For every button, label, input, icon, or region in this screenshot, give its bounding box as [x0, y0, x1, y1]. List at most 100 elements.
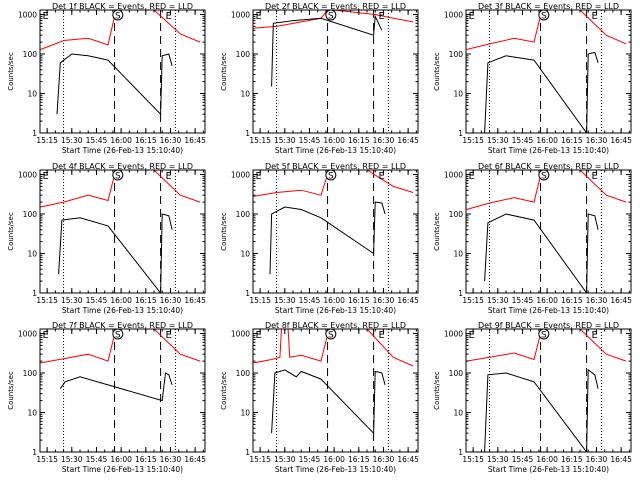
marker-e-left: E	[256, 171, 262, 182]
x-tick-label: 16:15	[348, 296, 370, 305]
y-tick-label: 10	[453, 409, 463, 418]
plot-frame	[252, 169, 419, 294]
chart-panel: 15:15 15:30 15:45 16:00 16:15 16:30 16:45 1 10 10…	[7, 321, 206, 474]
marker-e-right: E	[166, 171, 172, 182]
x-tick-label: 16:00	[110, 455, 132, 464]
x-tick-label: 16:30	[586, 296, 608, 305]
y-tick-label: 1000	[444, 171, 463, 180]
y-tick-label: 10	[240, 409, 250, 418]
chart-panel: 15:15 15:30 15:45 16:00 16:15 16:30 16:45 1 10 10…	[7, 2, 206, 155]
x-tick-label: 16:45	[397, 296, 419, 305]
x-tick-label: 16:15	[135, 136, 157, 145]
y-axis-label: Counts/sec	[7, 212, 15, 251]
marker-s-circle	[112, 328, 124, 340]
chart-title: Det 8f BLACK = Events, RED = LLD	[265, 321, 406, 330]
plot-frame	[252, 328, 419, 453]
series-line	[269, 201, 386, 275]
marker-e-right: E	[592, 330, 598, 341]
chart-title: Det 4f BLACK = Events, RED = LLD	[52, 162, 193, 171]
x-tick-label: 16:30	[373, 455, 395, 464]
chart-title: Det 7f BLACK = Events, RED = LLD	[52, 321, 193, 330]
x-tick-label: 15:15	[462, 136, 484, 145]
y-axis-label: Counts/sec	[220, 371, 228, 410]
marker-s-circle	[112, 9, 124, 21]
y-tick-label: 1	[32, 129, 37, 138]
marker-e-right: E	[592, 11, 598, 22]
x-tick-label: 15:45	[512, 136, 534, 145]
marker-e-left: E	[256, 330, 262, 341]
y-tick-label: 1000	[18, 171, 37, 180]
y-tick-label: 10	[240, 90, 250, 99]
chart-title: Det 9f BLACK = Events, RED = LLD	[478, 321, 619, 330]
x-tick-label: 16:45	[184, 136, 206, 145]
marker-s-circle	[538, 9, 550, 21]
series-line	[59, 372, 173, 402]
y-axis-label: Counts/sec	[7, 52, 15, 91]
x-tick-label: 15:15	[249, 136, 271, 145]
y-tick-label: 10	[453, 250, 463, 259]
series-line	[271, 369, 386, 435]
y-tick-label: 1	[245, 289, 250, 298]
x-tick-label: 16:45	[397, 136, 419, 145]
x-tick-label: 16:15	[135, 455, 157, 464]
x-tick-label: 16:30	[373, 296, 395, 305]
x-tick-label: 16:15	[561, 455, 583, 464]
series-line	[484, 213, 599, 293]
x-tick-label: 16:15	[348, 136, 370, 145]
marker-s: S	[541, 172, 547, 182]
x-tick-label: 15:30	[487, 136, 509, 145]
y-tick-label: 1000	[444, 11, 463, 20]
marker-e-right: E	[379, 11, 385, 22]
marker-e-left: E	[43, 330, 49, 341]
x-tick-label: 15:45	[299, 136, 321, 145]
x-axis-label: Start Time (26-Feb-13 15:10:40)	[275, 465, 396, 474]
y-tick-label: 10	[453, 90, 463, 99]
x-tick-label: 15:45	[299, 296, 321, 305]
x-axis-label: Start Time (26-Feb-13 15:10:40)	[62, 146, 183, 155]
x-tick-label: 16:00	[323, 455, 345, 464]
x-tick-label: 16:15	[561, 136, 583, 145]
x-tick-label: 15:30	[487, 296, 509, 305]
x-tick-label: 15:15	[36, 296, 58, 305]
marker-e-left: E	[469, 171, 475, 182]
marker-e-right: E	[592, 171, 598, 182]
marker-e-left: E	[256, 11, 262, 22]
marker-s: S	[115, 172, 121, 182]
marker-e-right: E	[379, 330, 385, 341]
y-tick-label: 1000	[444, 330, 463, 339]
chart-title: Det 2f BLACK = Events, RED = LLD	[265, 2, 406, 11]
x-axis-label: Start Time (26-Feb-13 15:10:40)	[62, 465, 183, 474]
y-tick-label: 1000	[231, 171, 250, 180]
marker-e-right: E	[166, 11, 172, 22]
y-tick-label: 100	[23, 50, 38, 59]
y-tick-label: 1	[245, 129, 250, 138]
x-axis-label: Start Time (26-Feb-13 15:10:40)	[275, 146, 396, 155]
y-tick-label: 1	[458, 448, 463, 457]
x-tick-label: 16:30	[160, 455, 182, 464]
x-axis-label: Start Time (26-Feb-13 15:10:40)	[488, 146, 609, 155]
chart-panel: 15:15 15:30 15:45 16:00 16:15 16:30 16:45 1 10 10…	[7, 162, 206, 315]
y-tick-label: 1000	[18, 11, 37, 20]
x-tick-label: 16:45	[184, 455, 206, 464]
y-axis-label: Counts/sec	[433, 371, 441, 410]
x-tick-label: 16:15	[561, 296, 583, 305]
plot-frame	[252, 9, 419, 134]
y-tick-label: 100	[236, 210, 251, 219]
series-line	[58, 213, 173, 293]
plot-frame	[465, 328, 632, 453]
x-tick-label: 15:15	[462, 296, 484, 305]
x-tick-label: 15:30	[274, 296, 296, 305]
x-axis-label: Start Time (26-Feb-13 15:10:40)	[488, 306, 609, 315]
x-tick-label: 15:30	[274, 136, 296, 145]
y-tick-label: 100	[449, 50, 464, 59]
x-tick-label: 15:15	[36, 455, 58, 464]
x-tick-label: 16:45	[610, 136, 632, 145]
marker-e-left: E	[43, 11, 49, 22]
marker-s-circle	[112, 169, 124, 181]
y-axis-label: Counts/sec	[7, 371, 15, 410]
y-tick-label: 100	[23, 210, 38, 219]
series-line	[484, 51, 599, 133]
y-tick-label: 10	[27, 90, 37, 99]
